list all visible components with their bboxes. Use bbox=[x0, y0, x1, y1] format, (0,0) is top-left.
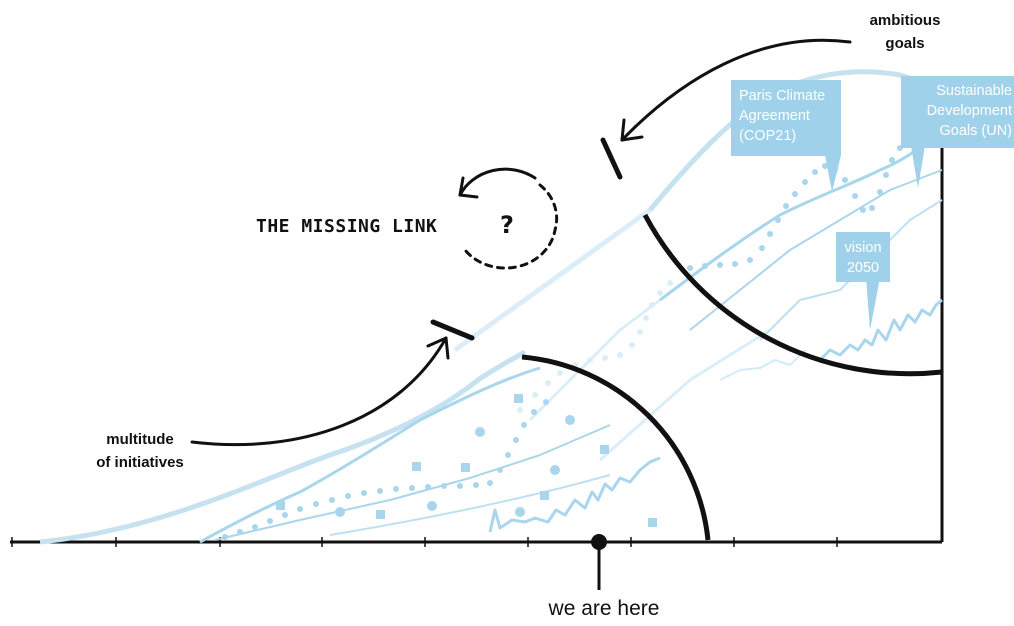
missing-link-title: THE MISSING LINK bbox=[256, 216, 437, 237]
goals-boundary-arc bbox=[642, 213, 943, 377]
initiatives-dots bbox=[222, 394, 657, 540]
goals-end-tick bbox=[600, 137, 623, 180]
sdg-callout-line2: Development bbox=[927, 103, 1012, 119]
paris-callout-line2: Agreement bbox=[739, 108, 810, 124]
sdg-callout: Sustainable Development Goals (UN) bbox=[901, 76, 1014, 188]
multitude-label-line1: multitude bbox=[106, 431, 174, 448]
vision-callout-line1: vision bbox=[844, 240, 881, 256]
multitude-arrow bbox=[190, 336, 450, 447]
faded-dotted-connection bbox=[517, 280, 673, 413]
paris-callout: Paris Climate Agreement (COP21) bbox=[731, 80, 841, 192]
initiatives-end-tick bbox=[430, 319, 475, 341]
ambitious-goals-label-line2: goals bbox=[885, 35, 924, 52]
paris-callout-line3: (COP21) bbox=[739, 128, 796, 144]
multitude-label-line2: of initiatives bbox=[96, 454, 184, 471]
missing-link-cycle-icon bbox=[458, 167, 559, 270]
initiatives-lines bbox=[39, 349, 661, 545]
we-are-here-marker bbox=[591, 534, 607, 590]
vision-callout-line2: 2050 bbox=[847, 260, 879, 276]
faded-connections bbox=[453, 207, 771, 462]
ambitious-goals-label-line1: ambitious bbox=[870, 12, 941, 29]
paris-callout-line1: Paris Climate bbox=[739, 88, 825, 104]
sdg-callout-line1: Sustainable bbox=[936, 83, 1012, 99]
question-mark: ? bbox=[500, 211, 514, 239]
we-are-here-label: we are here bbox=[548, 597, 660, 620]
initiatives-boundary-arc bbox=[521, 354, 711, 541]
ambitious-goals-arrow bbox=[620, 38, 852, 142]
timeline-axis bbox=[10, 96, 944, 547]
vision-callout: vision 2050 bbox=[836, 232, 890, 330]
sdg-callout-line3: Goals (UN) bbox=[939, 123, 1012, 139]
